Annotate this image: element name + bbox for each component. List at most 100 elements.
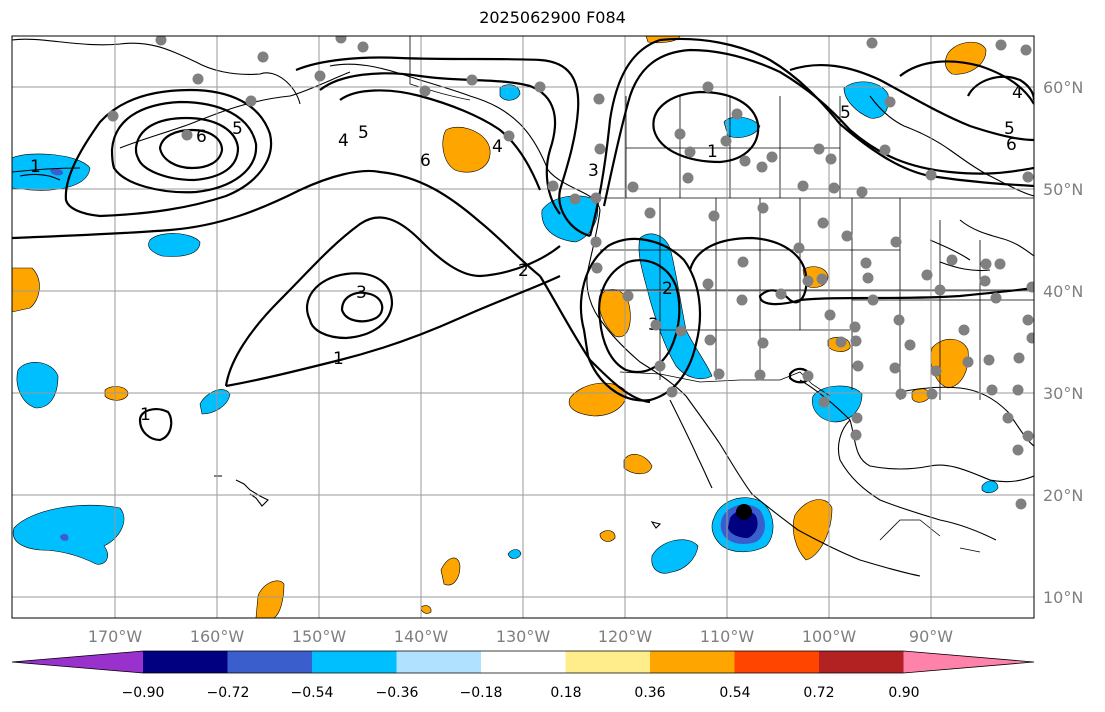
- station-marker: [720, 135, 732, 147]
- station-marker: [817, 217, 829, 229]
- colorbar-label: −0.36: [376, 685, 419, 701]
- negative-anomaly-region: [507, 549, 522, 559]
- station-marker: [1022, 430, 1034, 442]
- station-marker: [1020, 44, 1032, 56]
- colorbar-segment: [734, 651, 820, 673]
- island: [214, 475, 269, 507]
- contour-label: 1: [140, 405, 151, 425]
- positive-anomaly-region: [792, 499, 833, 561]
- station-marker: [1013, 352, 1025, 364]
- station-marker: [884, 96, 896, 108]
- positive-anomaly-region: [568, 382, 627, 417]
- contour-line: [158, 128, 224, 170]
- lon-tick-label: 100°W: [802, 627, 857, 646]
- station-marker: [775, 288, 787, 300]
- colorbar-segment: [312, 651, 397, 673]
- station-marker: [181, 129, 193, 141]
- station-marker: [1015, 498, 1027, 510]
- colorbar-segment: [396, 651, 482, 673]
- station-marker: [850, 335, 862, 347]
- contour-label: 1: [333, 349, 344, 369]
- station-marker: [841, 230, 853, 242]
- station-marker: [986, 384, 998, 396]
- contour-line: [225, 275, 561, 388]
- negative-anomaly-region: [50, 168, 64, 176]
- station-marker: [682, 172, 694, 184]
- station-marker: [731, 108, 743, 120]
- contour-label: 1: [30, 157, 41, 177]
- negative-anomaly-region: [728, 510, 758, 538]
- station-marker: [930, 365, 942, 377]
- station-marker: [314, 70, 326, 82]
- lon-tick-label: 90°W: [909, 627, 953, 646]
- station-marker: [925, 169, 937, 181]
- station-marker: [757, 202, 769, 214]
- station-marker: [245, 95, 257, 107]
- station-marker: [419, 85, 431, 97]
- colorbar-label: −0.54: [291, 685, 334, 701]
- contour-line: [789, 64, 1034, 142]
- station-marker: [890, 236, 902, 248]
- colorbar-label: 0.36: [634, 685, 665, 701]
- contour-line: [305, 272, 394, 340]
- negative-anomaly-region: [12, 504, 125, 565]
- station-marker: [825, 153, 837, 165]
- contour-line: [967, 75, 1034, 101]
- contour-line: [319, 72, 561, 215]
- contour-line: [110, 100, 258, 194]
- station-marker: [895, 388, 907, 400]
- station-marker: [990, 292, 1002, 304]
- station-marker: [1022, 314, 1034, 326]
- coastline: [669, 399, 713, 489]
- border: [659, 198, 853, 390]
- contour-label: 2: [662, 279, 673, 299]
- contour-line: [340, 291, 384, 323]
- lat-tick-label: 10°N: [1043, 588, 1083, 607]
- station-marker: [921, 269, 933, 281]
- colorbar-label: 0.54: [719, 685, 750, 701]
- lon-tick-label: 110°W: [700, 627, 755, 646]
- positive-anomaly-region: [944, 41, 987, 75]
- station-marker: [757, 337, 769, 349]
- station-marker: [644, 207, 656, 219]
- colorbar-label: −0.18: [460, 685, 503, 701]
- station-marker: [926, 388, 938, 400]
- station-marker: [622, 290, 634, 302]
- lon-tick-label: 140°W: [394, 627, 449, 646]
- positive-anomaly-region: [12, 267, 40, 313]
- station-marker: [828, 182, 840, 194]
- colorbar-segment: [819, 651, 904, 673]
- station-marker: [793, 242, 805, 254]
- contour-line: [134, 116, 240, 182]
- map-frame: [11, 35, 1035, 619]
- colorbar-label: 0.72: [803, 685, 834, 701]
- station-marker: [995, 39, 1007, 51]
- lon-tick-label: 160°W: [190, 627, 245, 646]
- lat-tick-label: 50°N: [1043, 180, 1083, 199]
- station-marker: [862, 272, 874, 284]
- station-marker: [866, 37, 878, 49]
- contour-label: 5: [1004, 119, 1015, 139]
- border: [409, 36, 471, 101]
- colorbar-label: −0.72: [207, 685, 250, 701]
- station-marker: [958, 324, 970, 336]
- contour-label: 6: [196, 127, 207, 147]
- station-marker: [534, 81, 546, 93]
- station-marker: [818, 396, 830, 408]
- colorbar-label: 0.90: [888, 685, 919, 701]
- contour-line: [12, 169, 541, 277]
- station-marker: [708, 210, 720, 222]
- negative-anomaly-region: [981, 480, 999, 494]
- coastline: [12, 38, 301, 105]
- station-marker: [675, 325, 687, 337]
- station-markers: [107, 36, 1034, 510]
- anomaly-fills: [12, 36, 999, 618]
- station-marker: [946, 254, 958, 266]
- contour-lines: [12, 37, 1034, 442]
- station-marker: [466, 74, 478, 86]
- station-marker: [802, 370, 814, 382]
- station-marker: [684, 146, 696, 158]
- colorbar-segment: [650, 651, 735, 673]
- contour-label: 6: [420, 151, 431, 171]
- coastline: [837, 419, 997, 541]
